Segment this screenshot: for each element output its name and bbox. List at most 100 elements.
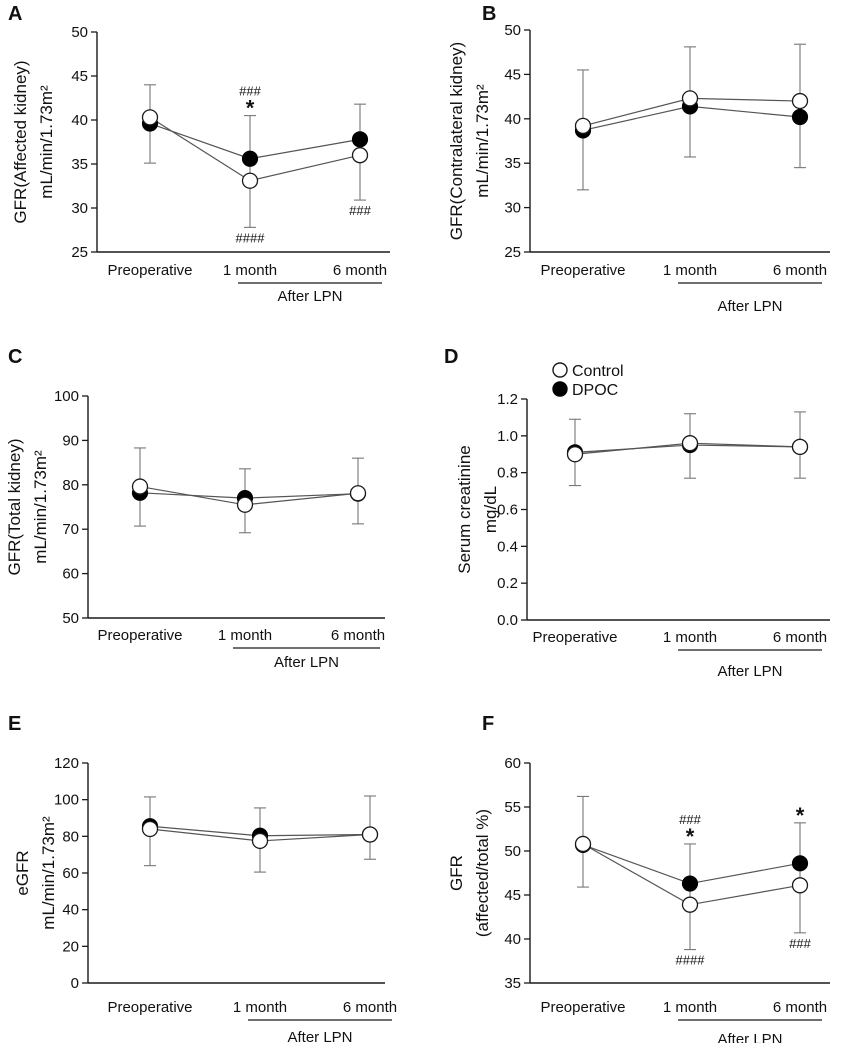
x-tick-label: 6 month — [773, 262, 827, 279]
control-point — [351, 147, 369, 164]
y-tick-label: 0.4 — [497, 538, 518, 555]
y-tick-label: 40 — [71, 112, 88, 129]
significance-marker: * — [686, 824, 695, 849]
y-tick-label: 60 — [62, 566, 79, 583]
y-tick-label: 100 — [54, 388, 79, 405]
x-tick-label: 1 month — [233, 999, 287, 1016]
y-axis-unit: mL/min/1.73m² — [39, 816, 58, 930]
panel-letter: E — [8, 713, 21, 735]
x-tick-label: 6 month — [343, 999, 397, 1016]
y-tick-label: 25 — [504, 244, 521, 261]
y-axis-label: GFR(Contralateral kidney) — [447, 42, 466, 240]
y-tick-label: 60 — [62, 865, 79, 882]
significance-marker: ### — [239, 84, 261, 99]
group-label: After LPN — [717, 1031, 782, 1043]
y-tick-label: 120 — [54, 755, 79, 772]
y-tick-label: 0.6 — [497, 502, 518, 519]
y-tick-label: 1.0 — [497, 428, 518, 445]
control-series-line — [582, 843, 801, 906]
panel-b: B 25 30 35 40 45 50 GFR(Contralateral kidney) mL… — [447, 3, 830, 315]
y-axis-label: GFR(Affected kidney) — [11, 60, 30, 223]
control-point — [566, 446, 584, 463]
control-point — [141, 820, 159, 838]
y-axis-unit: (affected/total %) — [473, 809, 492, 937]
y-tick-label: 55 — [504, 799, 521, 816]
legend-dpoc-label: DPOC — [572, 382, 618, 399]
y-tick-label: 50 — [504, 22, 521, 39]
y-tick-label: 1.2 — [497, 391, 518, 408]
x-tick-label: 1 month — [663, 999, 717, 1016]
significance-marker: #### — [676, 953, 706, 968]
group-label: After LPN — [717, 663, 782, 680]
y-tick-label: 80 — [62, 477, 79, 494]
group-label: After LPN — [287, 1029, 352, 1043]
panel-a: A 25 30 35 40 45 50 GFR(Affected kidney) mL/min/… — [8, 3, 390, 305]
legend-control-marker — [552, 362, 568, 378]
significance-marker: ### — [789, 936, 811, 951]
group-label: After LPN — [717, 298, 782, 315]
y-tick-label: 50 — [62, 610, 79, 627]
x-tick-label: 6 month — [333, 262, 387, 279]
y-axis-unit: mL/min/1.73m² — [31, 450, 50, 564]
x-tick-label: 1 month — [218, 627, 272, 644]
y-tick-label: 35 — [71, 156, 88, 173]
control-point — [791, 438, 809, 456]
y-tick-label: 50 — [71, 24, 88, 41]
panel-letter: D — [444, 346, 458, 368]
y-tick-label: 0.0 — [497, 612, 518, 629]
dpoc-point — [241, 150, 259, 167]
significance-marker: * — [796, 803, 805, 828]
control-point — [241, 172, 259, 189]
control-point — [349, 485, 367, 502]
dpoc-point — [791, 855, 809, 872]
control-point — [251, 832, 269, 850]
control-point — [791, 92, 809, 110]
y-tick-label: 30 — [504, 200, 521, 217]
panel-d: D 0.0 0.2 0.4 0.6 0.8 1.0 1.2 Serum creatinine mg… — [444, 346, 830, 680]
panel-e: E 0 20 40 60 80 100 120 eGFR mL/min/1.73m² Preoper… — [8, 713, 397, 1043]
panel-letter: B — [482, 3, 496, 25]
y-axis-unit: mg/dL — [481, 486, 500, 533]
control-point — [681, 90, 699, 107]
significance-marker: * — [246, 96, 255, 121]
y-axis-label: GFR(Total kidney) — [5, 439, 24, 576]
y-axis-unit: mL/min/1.73m² — [473, 84, 492, 198]
significance-marker: #### — [236, 230, 266, 245]
panel-f: F 35 40 45 50 55 60 GFR (affected/total %) Preope… — [447, 713, 830, 1043]
y-tick-label: 20 — [62, 938, 79, 955]
y-tick-label: 40 — [504, 931, 521, 948]
y-tick-label: 0 — [71, 975, 79, 992]
y-tick-label: 90 — [62, 432, 79, 449]
control-point — [574, 835, 592, 853]
panel-letter: C — [8, 346, 22, 368]
y-tick-label: 0.2 — [497, 575, 518, 592]
control-point — [361, 826, 379, 843]
x-tick-label: 1 month — [663, 629, 717, 646]
x-tick-label: Preoperative — [107, 999, 192, 1016]
control-point — [791, 877, 809, 894]
control-point — [574, 117, 592, 135]
x-tick-label: 1 month — [663, 262, 717, 279]
y-tick-label: 45 — [504, 887, 521, 904]
y-tick-label: 40 — [504, 111, 521, 128]
legend: Control DPOC — [552, 362, 624, 399]
y-tick-label: 35 — [504, 155, 521, 172]
group-label: After LPN — [274, 654, 339, 671]
control-point — [131, 478, 149, 495]
control-point — [681, 435, 699, 452]
x-tick-label: Preoperative — [97, 627, 182, 644]
x-tick-label: Preoperative — [532, 629, 617, 646]
y-tick-label: 100 — [54, 792, 79, 809]
dpoc-point — [791, 108, 809, 126]
x-tick-label: Preoperative — [540, 262, 625, 279]
dpoc-point — [351, 131, 369, 148]
control-point — [236, 496, 254, 513]
y-tick-label: 60 — [504, 755, 521, 772]
y-tick-label: 0.8 — [497, 465, 518, 482]
control-point — [141, 109, 159, 126]
dpoc-point — [681, 875, 699, 892]
y-axis-unit: mL/min/1.73m² — [37, 85, 56, 199]
y-axis-label: GFR — [447, 855, 466, 891]
y-tick-label: 80 — [62, 828, 79, 845]
